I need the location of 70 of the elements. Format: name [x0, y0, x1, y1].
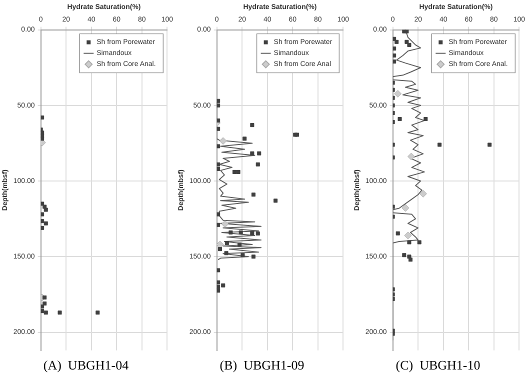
point [221, 283, 226, 288]
point [44, 208, 48, 212]
point [224, 241, 229, 246]
point [216, 268, 220, 272]
point [96, 310, 100, 315]
point [396, 231, 400, 236]
point [40, 226, 44, 230]
point [438, 142, 442, 147]
point [251, 254, 256, 259]
point [404, 30, 409, 34]
point [228, 230, 233, 234]
point [44, 310, 48, 315]
point [407, 240, 412, 244]
point [216, 222, 220, 227]
point [40, 115, 44, 120]
point [424, 117, 428, 122]
point [40, 219, 44, 224]
point [40, 309, 44, 314]
point [216, 288, 220, 293]
point [274, 198, 278, 203]
point [224, 251, 228, 256]
point [216, 103, 220, 108]
point [407, 42, 412, 47]
point [219, 137, 227, 145]
point [58, 310, 62, 315]
point [216, 144, 220, 148]
point [250, 151, 254, 156]
point [256, 231, 260, 236]
point [394, 90, 402, 98]
point [394, 40, 399, 44]
point [257, 151, 262, 156]
point [238, 230, 243, 234]
point [238, 242, 242, 247]
point [419, 190, 427, 198]
point [240, 253, 245, 258]
point [216, 118, 220, 123]
point [40, 304, 44, 309]
point [408, 152, 416, 160]
point [407, 254, 412, 259]
point [250, 123, 254, 128]
point [251, 192, 256, 197]
point [417, 240, 422, 244]
point [250, 231, 254, 236]
point [392, 60, 396, 64]
point [221, 220, 229, 228]
point [404, 232, 412, 240]
point [398, 117, 402, 122]
point [44, 221, 48, 226]
point [216, 212, 220, 216]
point [236, 170, 240, 174]
point [40, 136, 44, 141]
point [404, 40, 409, 44]
point [402, 253, 406, 258]
point [256, 162, 260, 166]
point [216, 126, 220, 131]
point [216, 162, 220, 166]
point [218, 247, 222, 252]
point [242, 136, 247, 141]
text: (A) UBGH1-04 [43, 358, 130, 373]
text: (C) UBGH1-10 [396, 358, 480, 373]
point [216, 166, 220, 171]
point [392, 53, 396, 58]
point [40, 212, 44, 216]
point [216, 280, 220, 284]
text: (B) UBGH1-09 [220, 358, 304, 373]
point [216, 98, 220, 103]
point [392, 46, 396, 51]
point [402, 204, 410, 212]
point [42, 302, 47, 306]
point [408, 258, 413, 262]
